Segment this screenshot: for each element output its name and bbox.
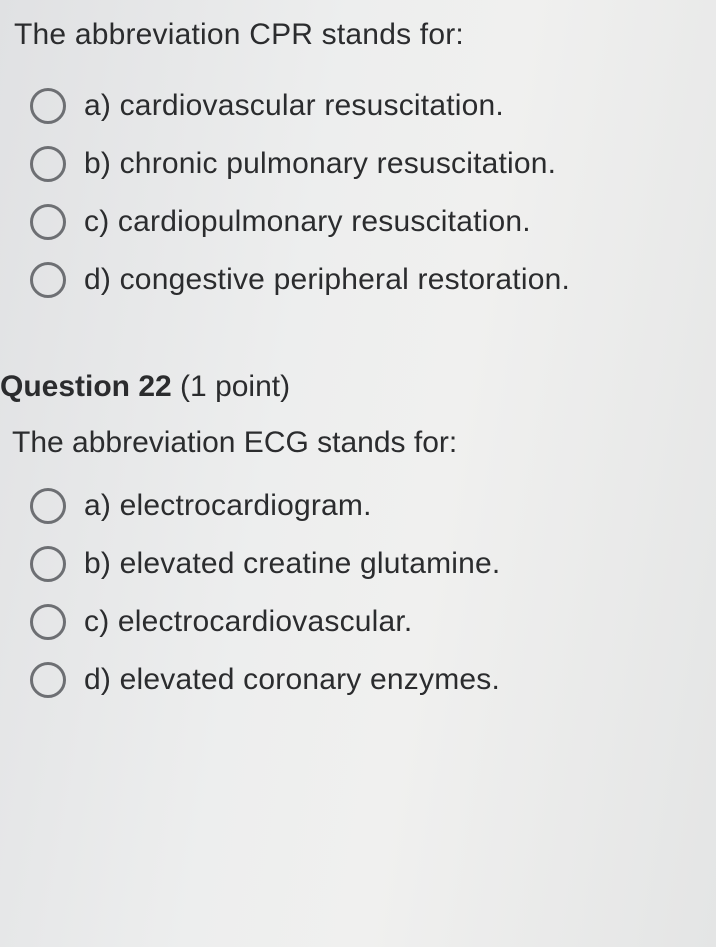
radio-icon[interactable] [30,88,66,124]
radio-icon[interactable] [30,488,66,524]
option-label: b) elevated creatine glutamine. [84,547,500,581]
option-row[interactable]: b) chronic pulmonary resuscitation. [30,146,716,182]
option-row[interactable]: a) electrocardiogram. [30,488,716,524]
option-label: d) congestive peripheral restoration. [84,263,570,297]
option-label: a) cardiovascular resuscitation. [84,89,504,123]
option-label: d) elevated coronary enzymes. [84,663,500,697]
radio-icon[interactable] [30,546,66,582]
radio-icon[interactable] [30,146,66,182]
option-label: c) cardiopulmonary resuscitation. [84,205,531,239]
quiz-page: The abbreviation CPR stands for: a) card… [0,0,716,698]
radio-icon[interactable] [30,662,66,698]
option-label: c) electrocardiovascular. [84,605,412,639]
question-block-21: The abbreviation CPR stands for: a) card… [0,10,716,298]
radio-icon[interactable] [30,262,66,298]
question-block-22: Question 22 (1 point) The abbreviation E… [0,320,716,698]
question-points: (1 point) [172,370,290,403]
options-list: a) electrocardiogram. b) elevated creati… [0,466,716,698]
question-prompt: The abbreviation CPR stands for: [0,10,716,60]
radio-icon[interactable] [30,204,66,240]
question-prompt: The abbreviation ECG stands for: [0,422,716,466]
options-list: a) cardiovascular resuscitation. b) chro… [0,60,716,298]
option-label: a) electrocardiogram. [84,489,372,523]
option-row[interactable]: d) congestive peripheral restoration. [30,262,716,298]
question-heading: Question 22 (1 point) [0,320,716,422]
option-label: b) chronic pulmonary resuscitation. [84,147,556,181]
option-row[interactable]: b) elevated creatine glutamine. [30,546,716,582]
question-number: 22 [138,370,171,403]
radio-icon[interactable] [30,604,66,640]
option-row[interactable]: d) elevated coronary enzymes. [30,662,716,698]
question-heading-prefix: Question [0,370,138,403]
option-row[interactable]: c) cardiopulmonary resuscitation. [30,204,716,240]
option-row[interactable]: c) electrocardiovascular. [30,604,716,640]
option-row[interactable]: a) cardiovascular resuscitation. [30,88,716,124]
